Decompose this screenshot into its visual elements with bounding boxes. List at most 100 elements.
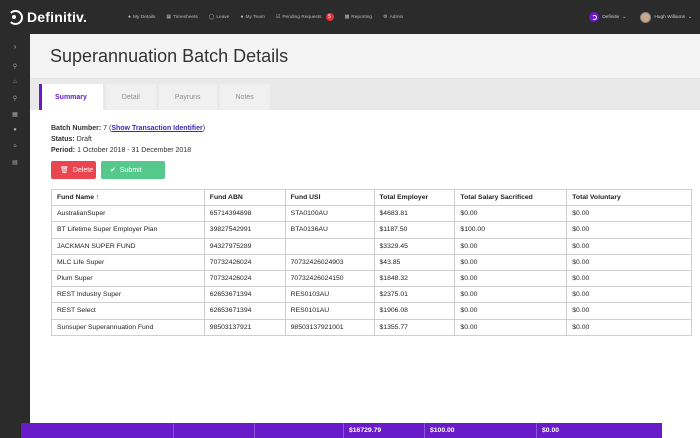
nav-reporting[interactable]: ▩ Reporting (345, 14, 373, 20)
total-salary-sacrificed-cell: $0.00 (454, 318, 568, 336)
total-voluntary-cell: $0.00 (566, 221, 692, 239)
team-icon: ● (240, 14, 244, 20)
chart-icon: ▩ (344, 14, 350, 20)
tab-detail[interactable]: Detail (105, 84, 156, 110)
table-row[interactable]: REST Industry Super 62653671394 RES0103AU $… (51, 286, 692, 304)
col-header-fund-usi[interactable]: Fund USI (284, 188, 375, 207)
fund-abn-cell: 94327975289 (203, 237, 286, 255)
tenant-label: Definitiv (602, 14, 620, 20)
fund-name-cell: Plum Super (51, 269, 205, 288)
chevron-down-icon: ⌄ (622, 14, 627, 20)
nav-my-details-label: My Details (133, 14, 156, 20)
fund-totals-table: Fund Name ↑ Fund ABN Fund USI Total Empl… (51, 188, 692, 336)
fund-name-cell: AustralianSuper (51, 205, 205, 223)
submit-button[interactable]: ✔ Submit (101, 161, 165, 179)
batch-info: Batch Number: 7 (Show Transaction Identi… (30, 110, 700, 156)
check-icon: ☑ (275, 14, 281, 20)
fund-name-cell: REST Select (51, 302, 205, 320)
table-row[interactable]: Plum Super 70732426024 70732426024150 $1848… (51, 269, 692, 288)
batch-number: 7 (103, 125, 108, 132)
table-row[interactable]: MLC Life Super 70732426024 70732426024903 $… (51, 253, 692, 271)
tenant-switcher[interactable]: Definitiv ⌄ (589, 12, 626, 22)
tenant-logo-icon (589, 12, 600, 22)
home-icon[interactable]: ⌂ (13, 79, 17, 85)
tab-bar: Summary Detail Payruns Notes (30, 79, 700, 110)
totals-total-employer-cell: $16729.79 (344, 423, 425, 438)
total-voluntary-cell: $0.00 (566, 205, 692, 223)
totals-fund-usi-cell (255, 423, 344, 438)
table-row[interactable]: AustralianSuper 65714394898 STA0100AU $4683… (51, 205, 692, 223)
total-employer-cell: $1848.32 (373, 269, 456, 288)
nav-reporting-label: Reporting (351, 14, 373, 20)
calendar-icon: ▦ (166, 14, 172, 20)
nav-leave[interactable]: ◯ Leave (209, 14, 230, 20)
fund-name-cell: Sunsuper Superannuation Fund (51, 318, 205, 336)
col-header-fund-abn[interactable]: Fund ABN (203, 188, 286, 207)
table-row[interactable]: Sunsuper Superannuation Fund 98503137921 9… (51, 318, 692, 336)
total-employer-cell: $1906.08 (373, 302, 456, 320)
totals-fund-abn-cell (174, 423, 255, 438)
fund-name-cell: BT Lifetime Super Employer Plan (51, 221, 205, 239)
pin-icon[interactable]: ⚲ (12, 95, 18, 102)
table-header-row: Fund Name ↑ Fund ABN Fund USI Total Empl… (51, 188, 692, 207)
fund-usi-cell: 70732426024150 (284, 269, 375, 288)
batch-period-line: Period: 1 October 2018 - 31 December 201… (51, 145, 700, 156)
chevron-down-icon: ⌄ (687, 14, 692, 20)
document-icon[interactable]: ▤ (12, 159, 18, 166)
tab-payruns[interactable]: Payruns (158, 84, 217, 110)
expand-sidebar-icon[interactable]: › (13, 41, 17, 51)
trash-icon: 🗑 (60, 167, 69, 174)
col-header-total-employer[interactable]: Total Employer (373, 188, 456, 207)
delete-button[interactable]: 🗑 Delete (51, 161, 96, 179)
col-header-fund-name[interactable]: Fund Name ↑ (51, 188, 205, 207)
batch-number-label: Batch Number: (51, 125, 102, 132)
fund-usi-cell: BTA0136AU (284, 221, 375, 239)
org-chart-icon[interactable]: ⚲ (12, 63, 18, 70)
fund-abn-cell: 62653671394 (203, 302, 286, 320)
total-employer-cell: $1355.77 (373, 318, 456, 336)
nav-my-team[interactable]: ● My Team (240, 14, 264, 20)
total-voluntary-cell: $0.00 (566, 318, 692, 336)
table-row[interactable]: REST Select 62653671394 RES0101AU $1906.08 $… (51, 302, 692, 320)
calendar-icon[interactable]: ▦ (12, 111, 18, 118)
nav-timesheets[interactable]: ▦ Timesheets (166, 14, 197, 20)
total-salary-sacrificed-cell: $0.00 (454, 205, 568, 223)
nav-leave-label: Leave (216, 14, 230, 20)
nav-admin[interactable]: ⚙ Admin (383, 14, 403, 20)
fund-usi-cell (284, 237, 375, 255)
total-salary-sacrificed-cell: $100.00 (454, 221, 568, 239)
total-salary-sacrificed-cell: $0.00 (454, 302, 568, 320)
microphone-icon[interactable]: ⚪ (12, 143, 18, 150)
fund-name-cell: REST Industry Super (51, 286, 205, 304)
top-right: Definitiv ⌄ Hugh Williams ⌄ (589, 0, 692, 34)
total-voluntary-cell: $0.00 (566, 253, 692, 271)
batch-status: Draft (76, 136, 92, 143)
table-row[interactable]: JACKMAN SUPER FUND 94327975289 $3329.45 $0.… (51, 237, 692, 255)
fund-name-cell: JACKMAN SUPER FUND (51, 237, 205, 255)
table-row[interactable]: BT Lifetime Super Employer Plan 398275429… (51, 221, 692, 239)
main-content: Superannuation Batch Details Summary Det… (30, 34, 700, 438)
brand[interactable]: Definitiv. (0, 9, 120, 25)
brand-logo-icon (8, 9, 23, 25)
brand-name: Definitiv. (27, 9, 88, 25)
total-employer-cell: $3329.45 (373, 237, 456, 255)
user-menu[interactable]: Hugh Williams ⌄ (640, 11, 692, 23)
fund-abn-cell: 98503137921 (203, 318, 286, 336)
fund-usi-cell: 70732426024903 (284, 253, 375, 271)
tab-notes[interactable]: Notes (219, 84, 270, 110)
fund-abn-cell: 65714394898 (203, 205, 286, 223)
nav-pending-requests[interactable]: ☑ Pending Requests 5 (276, 13, 334, 21)
show-transaction-identifier-link[interactable]: Show Transaction Identifier (111, 125, 203, 132)
nav-pending-requests-label: Pending Requests (282, 14, 322, 20)
batch-period-label: Period: (51, 147, 76, 154)
page-title: Superannuation Batch Details (50, 45, 289, 66)
page-header: Superannuation Batch Details (30, 34, 700, 79)
col-header-total-salary-sacrificed[interactable]: Total Salary Sacrificed (454, 188, 568, 207)
col-header-total-voluntary[interactable]: Total Voluntary (566, 188, 692, 207)
batch-status-label: Status: (51, 136, 75, 143)
tab-summary[interactable]: Summary (39, 84, 103, 110)
nav-my-details[interactable]: ● My Details (128, 14, 155, 20)
total-employer-cell: $43.85 (373, 253, 456, 271)
money-icon[interactable]: ● (13, 127, 17, 133)
total-salary-sacrificed-cell: $0.00 (454, 237, 568, 255)
